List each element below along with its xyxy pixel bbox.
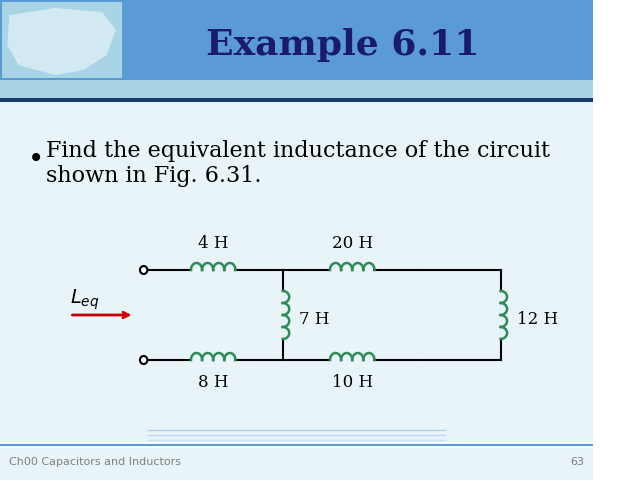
Text: 20 H: 20 H (332, 235, 373, 252)
Text: •: • (28, 145, 44, 173)
Text: $L_{eq}$: $L_{eq}$ (70, 288, 99, 312)
FancyBboxPatch shape (2, 2, 122, 78)
Text: Ch00 Capacitors and Inductors: Ch00 Capacitors and Inductors (9, 457, 181, 467)
Polygon shape (8, 8, 116, 75)
Text: Example 6.11: Example 6.11 (206, 28, 480, 62)
FancyBboxPatch shape (0, 448, 593, 480)
Circle shape (140, 356, 147, 364)
FancyBboxPatch shape (0, 98, 593, 102)
FancyBboxPatch shape (0, 0, 593, 80)
FancyBboxPatch shape (0, 80, 593, 98)
Text: 10 H: 10 H (332, 374, 373, 391)
FancyBboxPatch shape (0, 102, 593, 442)
Text: 8 H: 8 H (198, 374, 228, 391)
Text: 63: 63 (570, 457, 584, 467)
Text: Find the equivalent inductance of the circuit
shown in Fig. 6.31.: Find the equivalent inductance of the ci… (46, 140, 550, 187)
Circle shape (140, 266, 147, 274)
Text: 7 H: 7 H (300, 312, 330, 328)
Text: 12 H: 12 H (517, 312, 558, 328)
Text: 4 H: 4 H (198, 235, 228, 252)
